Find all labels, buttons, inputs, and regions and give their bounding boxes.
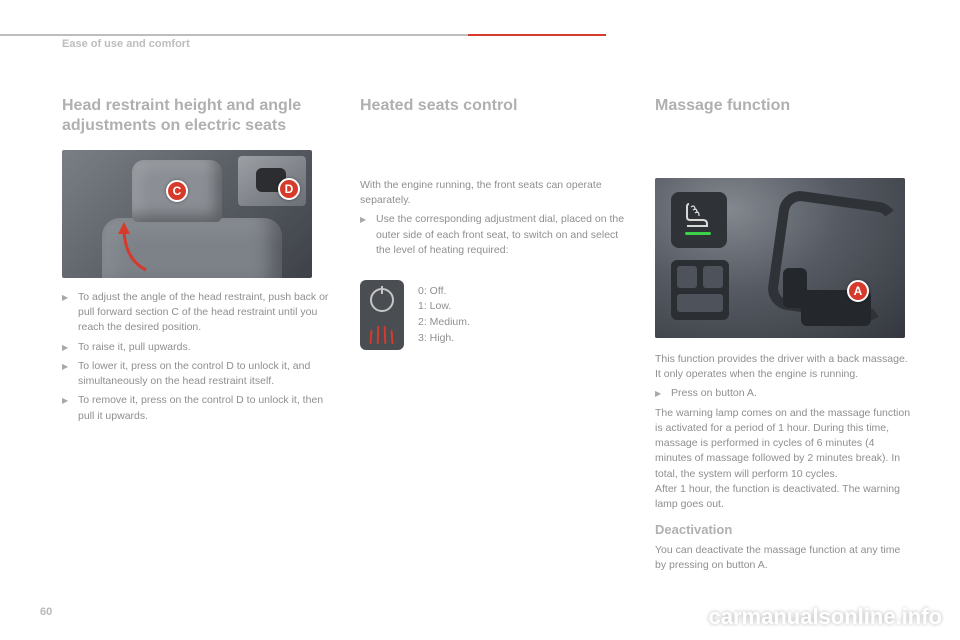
- head-restraint-image: D C: [62, 150, 312, 278]
- col-head-restraint: Head restraint height and angle adjustme…: [62, 96, 332, 428]
- legend-3: 3: High.: [418, 331, 470, 347]
- heading-head-restraint: Head restraint height and angle adjustme…: [62, 96, 332, 136]
- page-number: 60: [40, 606, 52, 618]
- head-restraint-instructions: To adjust the angle of the head restrain…: [62, 290, 332, 424]
- heading-heated-seats: Heated seats control: [360, 96, 630, 116]
- legend-2: 2: Medium.: [418, 315, 470, 331]
- heated-intro: With the engine running, the front seats…: [360, 178, 630, 208]
- marker-a: A: [847, 280, 869, 302]
- list-item: Press on button A.: [655, 386, 913, 401]
- massage-image: A: [655, 178, 905, 338]
- section-label: Ease of use and comfort: [62, 38, 190, 50]
- legend-1: 1: Low.: [418, 299, 470, 315]
- heading-massage: Massage function: [655, 96, 913, 116]
- heating-dial-icon: [360, 280, 404, 350]
- deactivation-text: You can deactivate the massage function …: [655, 543, 913, 573]
- subheading-deactivation: Deactivation: [655, 522, 913, 537]
- adjust-arrow-icon: [118, 220, 154, 272]
- marker-c: C: [166, 180, 188, 202]
- list-item: To adjust the angle of the head restrain…: [62, 290, 332, 336]
- massage-intro: This function provides the driver with a…: [655, 352, 913, 382]
- window-switches: [671, 260, 729, 320]
- list-item: To raise it, pull upwards.: [62, 340, 332, 355]
- list-item: Use the corresponding adjustment dial, p…: [360, 212, 630, 258]
- watermark: carmanualsonline.info: [709, 604, 943, 630]
- seat-massage-icon: [683, 202, 713, 228]
- col-heated-seats: Heated seats control With the engine run…: [360, 96, 630, 350]
- list-item: To remove it, press on the control D to …: [62, 393, 332, 423]
- list-item: To lower it, press on the control D to u…: [62, 359, 332, 389]
- massage-button-panel: [671, 192, 727, 248]
- marker-d: D: [278, 178, 300, 200]
- col-massage: Massage function A This function provide…: [655, 96, 913, 574]
- heating-legend: 0: Off. 1: Low. 2: Medium. 3: High.: [418, 284, 470, 347]
- legend-0: 0: Off.: [418, 284, 470, 300]
- massage-para: The warning lamp comes on and the massag…: [655, 406, 913, 513]
